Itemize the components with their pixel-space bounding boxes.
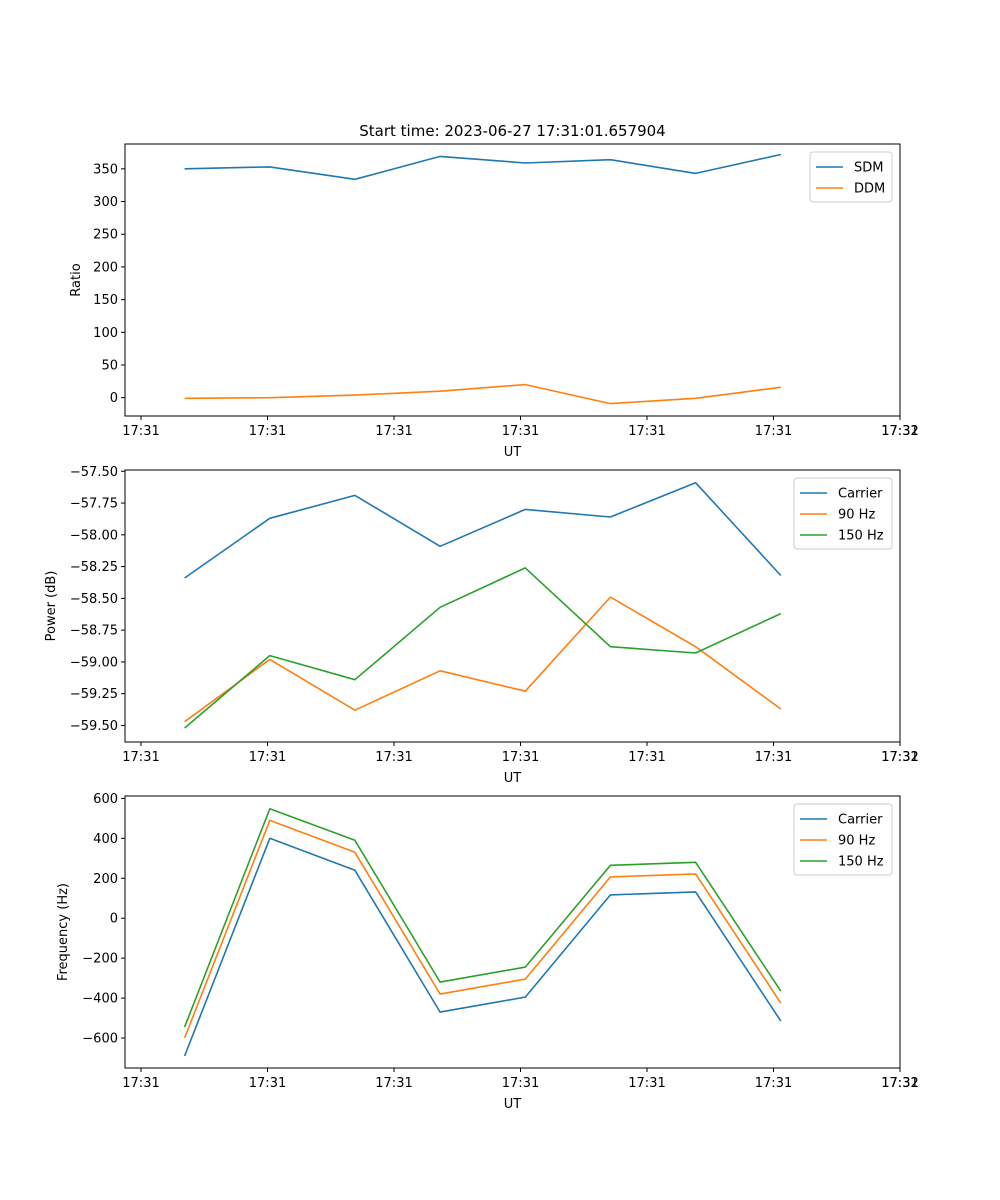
x-tick-label: 17:31 (628, 424, 665, 439)
y-tick-label: −400 (82, 992, 118, 1007)
legend: Carrier 90 Hz 150 Hz (793, 477, 893, 550)
chart-panel-3: 17:31 17:31 17:31 17:31 17:31 17:31 17:3117:32… (56, 792, 919, 1112)
x-tick-label: 17:32 (881, 750, 918, 765)
y-tick-label: −58.75 (70, 624, 118, 639)
plot-frame (124, 143, 901, 417)
x-tick-label: 17:31 (502, 750, 539, 765)
legend-box (793, 803, 893, 876)
y-tick-label: −57.50 (70, 465, 118, 480)
plot-frame (124, 795, 901, 1069)
y-tick-label: 350 (93, 162, 118, 177)
series-line-150-hz (183, 807, 782, 1028)
chart-panel-2: 17:31 17:31 17:31 17:31 17:31 17:31 17:3117:32… (44, 465, 919, 786)
y-tick-label: −58.00 (70, 528, 118, 543)
legend-label: DDM (854, 182, 885, 197)
y-axis-label: Power (dB) (44, 571, 59, 642)
x-tick-label: 17:31 (628, 1076, 665, 1091)
y-tick-label: −600 (82, 1032, 118, 1047)
legend-label: SDM (854, 161, 883, 176)
x-tick-label: 17:31 (249, 750, 286, 765)
y-tick-label: −58.50 (70, 592, 118, 607)
series-line-150-hz (184, 567, 782, 729)
y-tick-label: 0 (110, 912, 118, 927)
x-tick-label: 17:31 (249, 1076, 286, 1091)
y-tick-label: −59.25 (70, 687, 118, 702)
series-line-90-hz (183, 819, 782, 1039)
series-line-ddm (184, 383, 781, 405)
series-line-carrier (184, 481, 782, 579)
legend-label: 150 Hz (838, 529, 884, 544)
y-tick-label: 100 (93, 326, 118, 341)
x-tick-label: 17:31 (122, 424, 159, 439)
legend-label: 90 Hz (838, 508, 875, 523)
y-tick-label: 200 (93, 260, 118, 275)
y-tick-label: −57.75 (70, 497, 118, 512)
x-tick-label: 17:31 (375, 750, 412, 765)
y-tick-label: 250 (93, 228, 118, 243)
legend-label: Carrier (838, 487, 883, 502)
x-tick-label: 17:32 (881, 1076, 918, 1091)
x-axis-label: UT (504, 445, 522, 460)
x-tick-label: 17:31 (881, 750, 918, 765)
y-tick-label: 50 (101, 359, 118, 374)
plot-frame (124, 469, 901, 743)
x-tick-label: 17:31 (881, 424, 918, 439)
series-line-90-hz (184, 596, 782, 723)
legend-label: 90 Hz (838, 834, 875, 849)
x-axis-label: UT (504, 1097, 522, 1112)
x-tick-label: 17:31 (375, 424, 412, 439)
y-tick-label: −200 (82, 952, 118, 967)
y-tick-label: −59.50 (70, 719, 118, 734)
x-tick-label: 17:31 (628, 750, 665, 765)
x-tick-label: 17:31 (755, 1076, 792, 1091)
legend: Carrier 90 Hz 150 Hz (793, 803, 893, 876)
legend-label: Carrier (838, 813, 883, 828)
chart-panel-1: 17:31 17:31 17:31 17:31 17:31 17:31 17:3117:32… (69, 143, 919, 460)
x-tick-label: 17:31 (755, 424, 792, 439)
y-tick-label: −59.00 (70, 655, 118, 670)
x-tick-label: 17:31 (375, 1076, 412, 1091)
x-axis-label: UT (504, 771, 522, 786)
x-tick-label: 17:31 (502, 424, 539, 439)
y-tick-label: 300 (93, 195, 118, 210)
x-tick-label: 17:31 (881, 1076, 918, 1091)
y-tick-label: 200 (93, 872, 118, 887)
x-tick-label: 17:32 (881, 424, 918, 439)
y-axis-label: Frequency (Hz) (56, 883, 71, 981)
x-tick-label: 17:31 (755, 750, 792, 765)
y-tick-label: 600 (93, 792, 118, 807)
y-tick-label: 0 (110, 391, 118, 406)
x-tick-label: 17:31 (122, 1076, 159, 1091)
x-tick-label: 17:31 (502, 1076, 539, 1091)
figure-title: Start time: 2023-06-27 17:31:01.657904 (359, 122, 665, 140)
x-tick-label: 17:31 (122, 750, 159, 765)
y-tick-label: −58.25 (70, 560, 118, 575)
series-line-carrier (183, 837, 782, 1057)
x-tick-label: 17:31 (249, 424, 286, 439)
series-line-sdm (184, 153, 781, 181)
legend: SDM DDM (809, 151, 893, 203)
charts: 17:31 17:31 17:31 17:31 17:31 17:31 17:3117:32… (44, 143, 919, 1112)
y-tick-label: 400 (93, 832, 118, 847)
y-tick-label: 150 (93, 293, 118, 308)
legend-label: 150 Hz (838, 855, 884, 870)
legend-box (809, 151, 893, 203)
legend-box (793, 477, 893, 550)
y-axis-label: Ratio (69, 263, 84, 296)
